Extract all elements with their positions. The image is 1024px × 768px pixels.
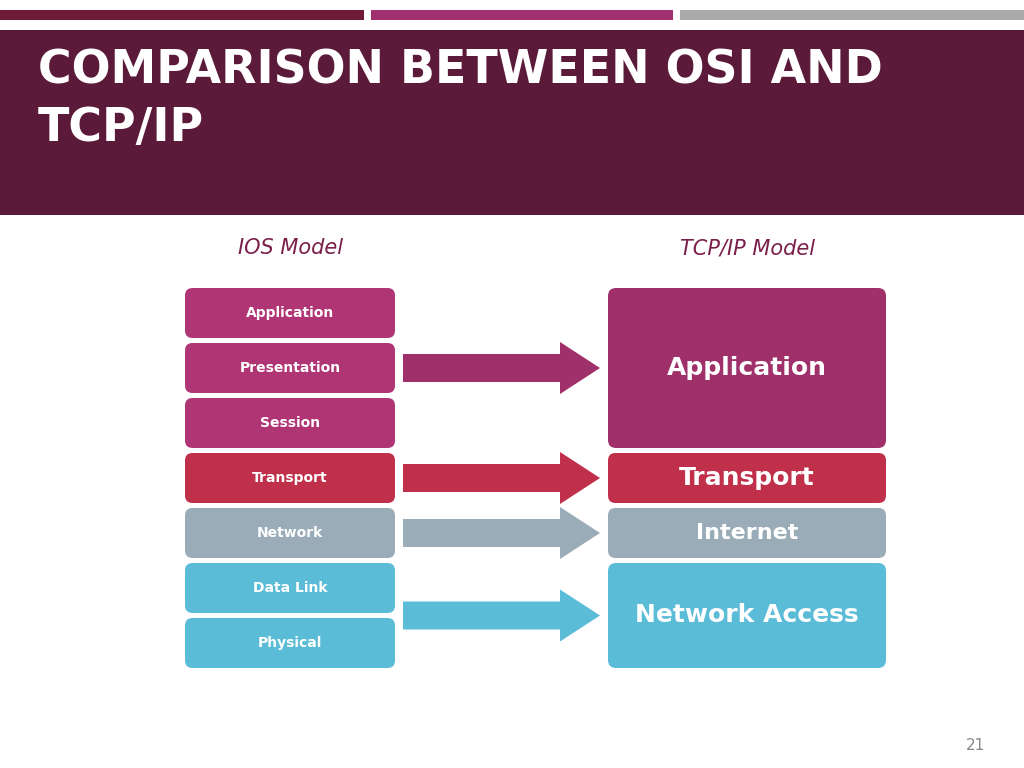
Text: Internet: Internet — [696, 523, 798, 543]
FancyBboxPatch shape — [371, 10, 673, 20]
Text: TCP/IP: TCP/IP — [38, 106, 204, 151]
FancyBboxPatch shape — [0, 30, 1024, 215]
FancyBboxPatch shape — [185, 453, 395, 503]
Polygon shape — [403, 342, 600, 394]
Text: Session: Session — [260, 416, 321, 430]
FancyBboxPatch shape — [185, 288, 395, 338]
Text: Data Link: Data Link — [253, 581, 328, 595]
Text: Physical: Physical — [258, 636, 323, 650]
FancyBboxPatch shape — [608, 508, 886, 558]
FancyBboxPatch shape — [0, 10, 364, 20]
FancyBboxPatch shape — [608, 453, 886, 503]
Text: Network: Network — [257, 526, 324, 540]
Polygon shape — [403, 507, 600, 559]
Text: Transport: Transport — [252, 471, 328, 485]
Text: IOS Model: IOS Model — [238, 238, 342, 258]
FancyBboxPatch shape — [680, 10, 1024, 20]
Polygon shape — [403, 590, 600, 641]
FancyBboxPatch shape — [185, 343, 395, 393]
FancyBboxPatch shape — [185, 398, 395, 448]
FancyBboxPatch shape — [185, 508, 395, 558]
FancyBboxPatch shape — [185, 563, 395, 613]
Text: Application: Application — [246, 306, 334, 320]
Text: Presentation: Presentation — [240, 361, 341, 375]
Text: 21: 21 — [966, 738, 985, 753]
Text: Network Access: Network Access — [635, 604, 859, 627]
Text: Application: Application — [667, 356, 827, 380]
Polygon shape — [403, 452, 600, 504]
Text: TCP/IP Model: TCP/IP Model — [680, 238, 814, 258]
FancyBboxPatch shape — [608, 563, 886, 668]
FancyBboxPatch shape — [608, 288, 886, 448]
Text: COMPARISON BETWEEN OSI AND: COMPARISON BETWEEN OSI AND — [38, 48, 883, 93]
FancyBboxPatch shape — [185, 618, 395, 668]
Text: Transport: Transport — [679, 466, 815, 490]
